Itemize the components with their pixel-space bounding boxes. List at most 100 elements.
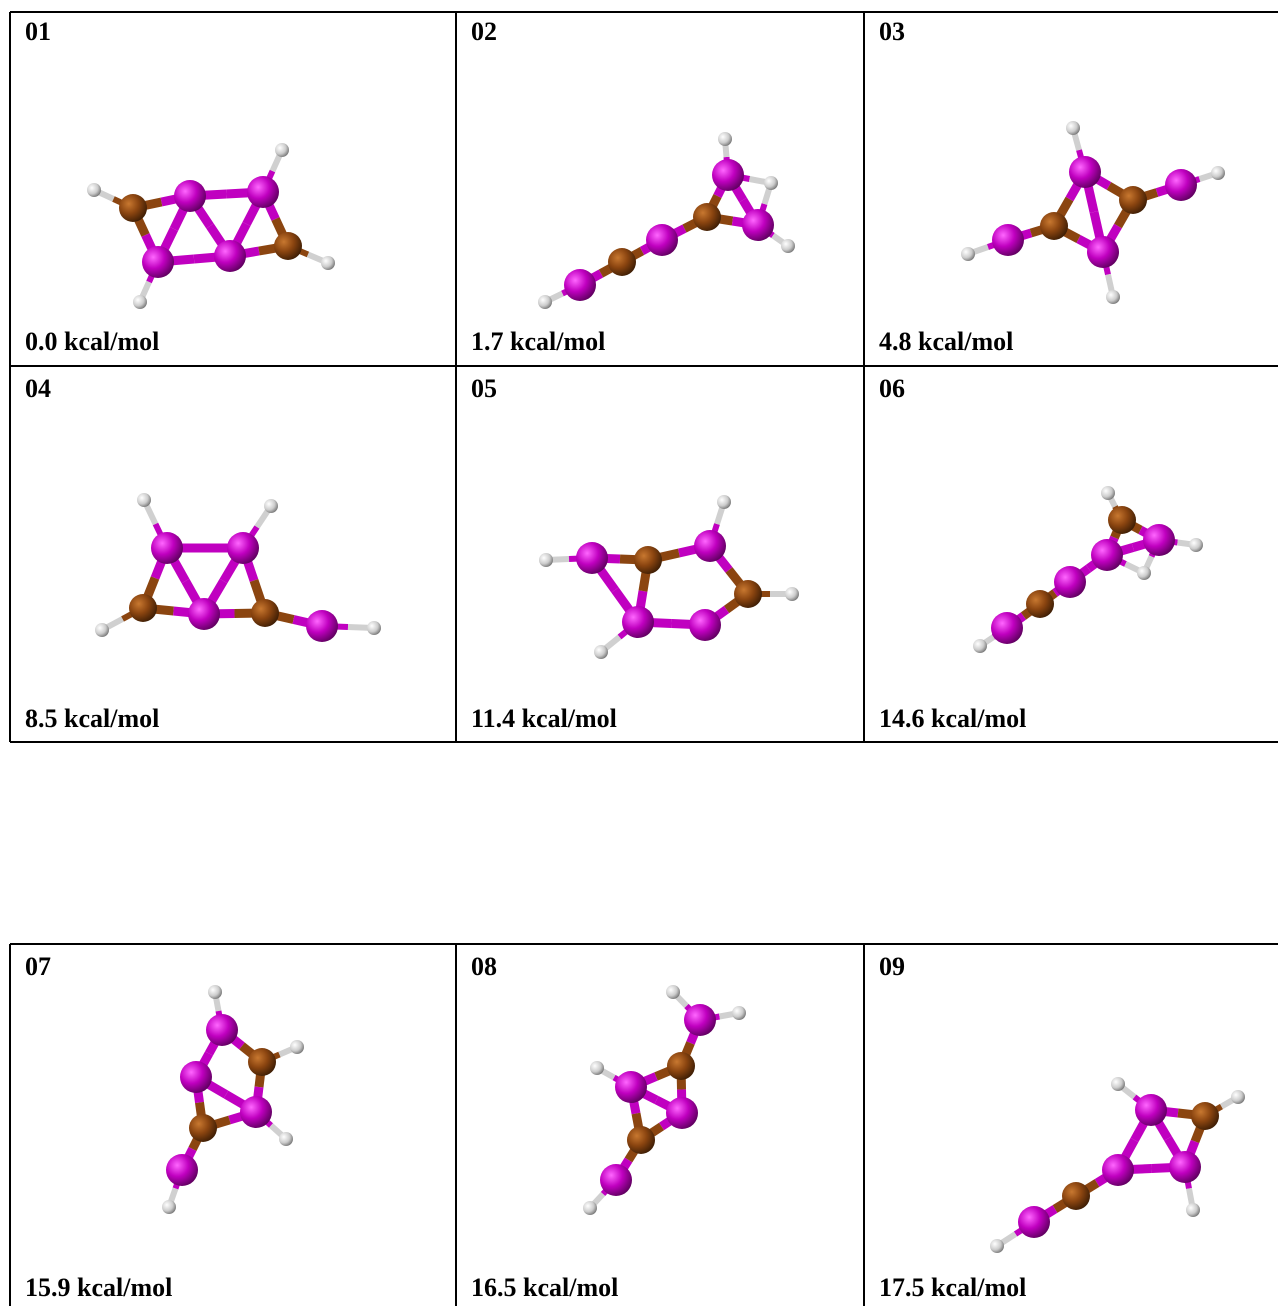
atom (646, 224, 678, 256)
atom (1040, 212, 1068, 240)
atom (1169, 1151, 1201, 1183)
atom (622, 606, 654, 638)
atom (227, 532, 259, 564)
panel-energy: 11.4 kcal/mol (471, 704, 617, 733)
atom (188, 598, 220, 630)
atom (539, 553, 553, 567)
atom (1165, 169, 1197, 201)
atom (162, 1200, 176, 1214)
panel: 0614.6 kcal/mol (879, 374, 1203, 733)
panel-energy: 14.6 kcal/mol (879, 704, 1026, 733)
panel: 048.5 kcal/mol (25, 374, 381, 733)
atom (240, 1096, 272, 1128)
atom (990, 1239, 1004, 1253)
atom (1189, 538, 1203, 552)
atom (1108, 506, 1136, 534)
atom (274, 232, 302, 260)
atom (137, 493, 151, 507)
atom (1211, 166, 1225, 180)
atom (214, 240, 246, 272)
atom (142, 246, 174, 278)
atom (1119, 186, 1147, 214)
atom (1143, 524, 1175, 556)
atom (732, 1006, 746, 1020)
molecule (973, 486, 1203, 653)
panel-id: 09 (879, 952, 905, 981)
atom (712, 159, 744, 191)
panel-id: 07 (25, 952, 51, 981)
panel-energy: 16.5 kcal/mol (471, 1273, 618, 1302)
atom (538, 295, 552, 309)
atom (208, 985, 222, 999)
atom (1069, 156, 1101, 188)
atom (189, 1114, 217, 1142)
atom (564, 269, 596, 301)
atom (785, 587, 799, 601)
atom (290, 1040, 304, 1054)
atom (1066, 121, 1080, 135)
atom (251, 599, 279, 627)
atom (87, 183, 101, 197)
molecule (87, 143, 335, 309)
atom (1087, 236, 1119, 268)
panel-id: 02 (471, 17, 497, 46)
atom (576, 542, 608, 574)
panel-id: 04 (25, 374, 51, 403)
atom (1106, 290, 1120, 304)
atom (689, 609, 721, 641)
atom (264, 499, 278, 513)
atom (119, 194, 147, 222)
panel-energy: 1.7 kcal/mol (471, 327, 605, 356)
atom (1186, 1203, 1200, 1217)
atom (248, 1048, 276, 1076)
atom (133, 295, 147, 309)
atom (1018, 1206, 1050, 1238)
atom (279, 1132, 293, 1146)
atom (764, 176, 778, 190)
atom (321, 256, 335, 270)
panel-id: 03 (879, 17, 905, 46)
atom (742, 209, 774, 241)
atom (600, 1164, 632, 1196)
atom (608, 248, 636, 276)
atom (206, 1014, 238, 1046)
panel: 09 17.5 kcal/mol (879, 952, 1245, 1302)
atom (634, 546, 662, 574)
atom (734, 580, 762, 608)
atom (590, 1061, 604, 1075)
atom (991, 612, 1023, 644)
page: 010.0 kcal/mol 02 1.7 kcal/mol 034.8 kcal/m… (0, 0, 1278, 1306)
atom (992, 224, 1024, 256)
atom (693, 203, 721, 231)
atom (1054, 566, 1086, 598)
atom (781, 239, 795, 253)
atom (180, 1061, 212, 1093)
molecule (539, 495, 799, 659)
panel-id: 08 (471, 952, 497, 981)
atom (1091, 539, 1123, 571)
molecule (162, 985, 304, 1214)
atom (961, 247, 975, 261)
atom (1191, 1102, 1219, 1130)
panel-energy: 17.5 kcal/mol (879, 1273, 1026, 1302)
atom (615, 1071, 647, 1103)
atom (1102, 1154, 1134, 1186)
atom (717, 495, 731, 509)
atom (718, 132, 732, 146)
atom (666, 1097, 698, 1129)
atom (694, 530, 726, 562)
atom (1111, 1077, 1125, 1091)
panel-id: 05 (471, 374, 497, 403)
atom (275, 143, 289, 157)
atom (174, 180, 206, 212)
atom (973, 639, 987, 653)
atom (166, 1154, 198, 1186)
panel: 034.8 kcal/mol (879, 17, 1225, 356)
panel: 010.0 kcal/mol (25, 17, 335, 356)
panel-id: 01 (25, 17, 51, 46)
atom (666, 985, 680, 999)
panel: 02 1.7 kcal/mol (471, 17, 795, 356)
atom (1137, 566, 1151, 580)
atom (583, 1201, 597, 1215)
